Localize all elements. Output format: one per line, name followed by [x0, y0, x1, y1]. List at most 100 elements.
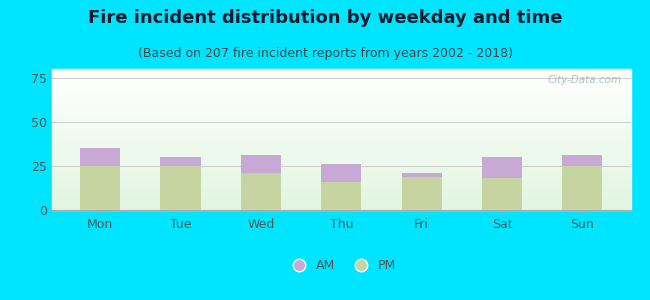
Bar [52, 150, 630, 151]
Bar [52, 206, 630, 208]
Bar [52, 97, 630, 98]
Bar [80, 166, 120, 210]
Bar [52, 148, 630, 149]
Bar [52, 141, 630, 142]
Bar [52, 154, 630, 155]
Bar [52, 133, 630, 134]
Bar [52, 81, 630, 82]
Bar [52, 89, 630, 90]
Bar [52, 198, 630, 200]
Bar [52, 115, 630, 116]
Bar [52, 101, 630, 102]
Bar [52, 100, 630, 101]
Bar [52, 118, 630, 119]
Bar [52, 104, 630, 105]
Bar [52, 184, 630, 185]
Bar [52, 121, 630, 122]
Bar [52, 77, 630, 78]
Bar [52, 200, 630, 201]
Bar [52, 182, 630, 183]
Bar [240, 155, 281, 173]
Bar [52, 189, 630, 190]
Bar [52, 143, 630, 144]
Bar [402, 176, 442, 210]
Text: (Based on 207 fire incident reports from years 2002 - 2018): (Based on 207 fire incident reports from… [138, 46, 512, 59]
Bar [52, 125, 630, 127]
Bar [52, 194, 630, 195]
Bar [52, 109, 630, 110]
Bar [240, 173, 281, 210]
Bar [52, 102, 630, 103]
Bar [52, 174, 630, 175]
Bar [402, 173, 442, 176]
Bar [52, 112, 630, 114]
Bar [52, 157, 630, 158]
Bar [52, 117, 630, 118]
Bar [52, 160, 630, 162]
Bar [52, 164, 630, 165]
Bar [52, 123, 630, 124]
Bar [52, 122, 630, 123]
Bar [52, 108, 630, 109]
Bar [52, 156, 630, 157]
Bar [52, 91, 630, 92]
Bar [52, 165, 630, 166]
Bar [52, 187, 630, 188]
Bar [52, 114, 630, 115]
Bar [52, 128, 630, 129]
Bar [52, 75, 630, 76]
Bar [52, 78, 630, 80]
Bar [52, 155, 630, 156]
Bar [52, 162, 630, 163]
Bar [52, 205, 630, 206]
Bar [482, 157, 522, 178]
Bar [52, 170, 630, 171]
Bar [52, 181, 630, 182]
Bar [52, 192, 630, 194]
Bar [52, 103, 630, 104]
Bar [52, 209, 630, 210]
Text: Fire incident distribution by weekday and time: Fire incident distribution by weekday an… [88, 9, 562, 27]
Bar [52, 204, 630, 205]
Bar [52, 129, 630, 130]
Bar [52, 105, 630, 106]
Bar [52, 185, 630, 187]
Bar [52, 152, 630, 154]
Bar [52, 191, 630, 192]
Bar [52, 71, 630, 73]
Bar [52, 149, 630, 150]
Bar [52, 98, 630, 100]
Bar [52, 131, 630, 132]
Bar [52, 196, 630, 197]
Bar [52, 168, 630, 169]
Bar [562, 155, 603, 166]
Bar [52, 130, 630, 131]
Bar [52, 119, 630, 121]
Bar [52, 82, 630, 83]
Bar [52, 175, 630, 176]
Bar [52, 116, 630, 117]
Bar [52, 195, 630, 196]
Bar [52, 142, 630, 143]
Bar [52, 144, 630, 145]
Bar [52, 90, 630, 91]
Text: City-Data.com: City-Data.com [548, 75, 622, 85]
Bar [52, 85, 630, 87]
Bar [52, 74, 630, 75]
Bar [52, 201, 630, 202]
Bar [52, 146, 630, 148]
Bar [52, 80, 630, 81]
Bar [52, 84, 630, 86]
Bar [52, 197, 630, 198]
Bar [52, 171, 630, 172]
Bar [52, 111, 630, 112]
Bar [52, 110, 630, 111]
Bar [52, 137, 630, 138]
Bar [52, 167, 630, 168]
Bar [52, 94, 630, 95]
Bar [52, 203, 630, 204]
Bar [52, 73, 630, 74]
Bar [52, 146, 630, 147]
Bar [52, 69, 630, 70]
Bar [52, 135, 630, 136]
